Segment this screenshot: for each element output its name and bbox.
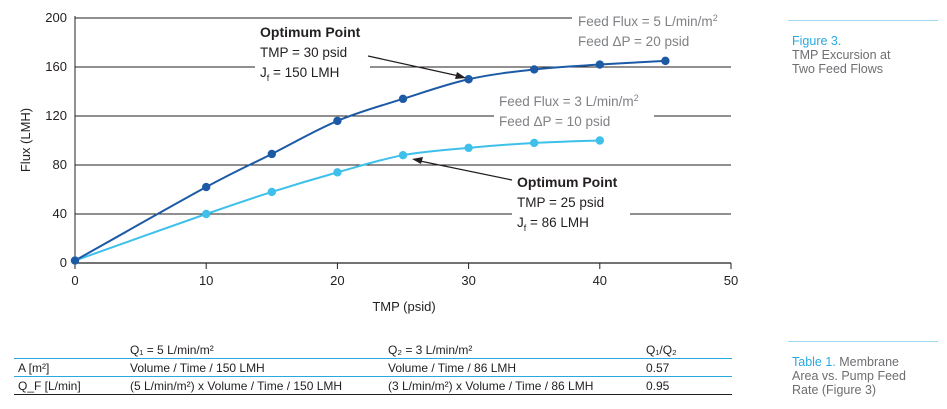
- table-caption: Table 1. Membrane Area vs. Pump Feed Rat…: [792, 355, 906, 397]
- y-tick-label: 0: [60, 255, 67, 270]
- annotation-high-flux-value: = 150 LMH: [269, 65, 339, 80]
- series-1-point: [202, 182, 211, 192]
- series-1-point: [595, 60, 604, 69]
- series-2-point: [464, 143, 473, 153]
- annotation-high-flux: Jf = 150 LMH: [260, 65, 339, 83]
- figure-caption-line1: TMP Excursion at: [792, 48, 891, 62]
- series1-label-line1: Feed Flux = 5 L/min/m2: [578, 13, 718, 29]
- table-row: Q_F [L/min] (5 L/min/m²) x Volume / Time…: [14, 376, 732, 395]
- table-cell: Q_F [L/min]: [14, 376, 126, 395]
- annotation-low-flux: Jf = 86 LMH: [517, 215, 589, 233]
- x-tick-label: 50: [724, 273, 738, 288]
- series2-label-line2: Feed ΔP = 10 psid: [499, 114, 610, 129]
- flux-vs-tmp-chart: 0 40 80 120 160 200 0 10 20 30 40 50 TMP (psid) Flu…: [18, 10, 738, 314]
- y-tick-label: 200: [45, 10, 67, 25]
- series-2-point: [530, 138, 539, 148]
- series1-label-line2: Feed ΔP = 20 psid: [578, 34, 689, 49]
- x-axis-label: TMP (psid): [372, 299, 435, 314]
- annotation-high-arrow: [367, 55, 460, 77]
- series1-label-bg: [572, 10, 732, 52]
- series-2-point: [398, 151, 408, 160]
- table-cell: (3 L/min/m²) x Volume / Time / 86 LMH: [384, 376, 642, 395]
- series-1-point: [398, 94, 408, 104]
- figure-caption-line2: Two Feed Flows: [792, 62, 884, 76]
- table-cell: Volume / Time / 86 LMH: [384, 358, 642, 377]
- table-caption-rule: [788, 341, 938, 342]
- table-cell: A [m²]: [14, 358, 126, 377]
- series-2-point: [202, 209, 211, 219]
- annotation-low-title: Optimum Point: [517, 174, 618, 190]
- series-group: [70, 56, 670, 265]
- x-tick-label: 20: [330, 273, 344, 288]
- y-tick-label: 40: [53, 206, 67, 221]
- annotations: Optimum Point TMP = 30 psid Jf = 150 LMH…: [255, 10, 732, 238]
- table-cell: Volume / Time / 150 LMH: [126, 358, 384, 377]
- annotation-low-tmp: TMP = 25 psid: [517, 195, 604, 210]
- figure-caption: Figure 3. TMP Excursion at Two Feed Flow…: [792, 34, 890, 76]
- series-2-point: [333, 168, 342, 177]
- table-row: A [m²] Volume / Time / 150 LMH Volume / …: [14, 358, 732, 377]
- table-header-row: Q₁ = 5 L/min/m² Q₂ = 3 L/min/m² Q₁/Q₂: [14, 341, 732, 359]
- y-tick-label: 80: [53, 157, 67, 172]
- table-caption-line2: Area vs. Pump Feed: [792, 369, 906, 383]
- series2-label-bg: [494, 90, 654, 132]
- series2-label-text: Feed Flux = 3 L/min/m: [499, 94, 634, 109]
- figure-caption-label: Figure 3.: [792, 34, 842, 48]
- table-caption-label: Table 1.: [792, 355, 836, 369]
- table-caption-line1: Table 1. Membrane: [792, 355, 906, 369]
- x-tick-label: 0: [71, 273, 78, 288]
- series-2-point: [595, 136, 604, 145]
- x-tick-label: 10: [199, 273, 213, 288]
- table-header-cell: Q₂ = 3 L/min/m²: [384, 341, 642, 359]
- tick-labels: 0 40 80 120 160 200 0 10 20 30 40 50: [45, 10, 738, 288]
- x-tick-label: 40: [593, 273, 607, 288]
- annotation-low-arrow: [419, 160, 513, 181]
- annotation-low-arrowhead: [412, 157, 423, 164]
- membrane-area-table: Q₁ = 5 L/min/m² Q₂ = 3 L/min/m² Q₁/Q₂ A …: [14, 341, 732, 395]
- table-cell: 0.95: [642, 376, 732, 395]
- annotation-high-tmp: TMP = 30 psid: [260, 45, 347, 60]
- annotation-low-bg: [512, 172, 630, 238]
- y-axis-label: Flux (LMH): [18, 108, 33, 172]
- annotation-low-flux-symbol: J: [517, 215, 524, 230]
- table-cell: 0.57: [642, 358, 732, 377]
- x-tick-label: 30: [461, 273, 475, 288]
- annotation-high-arrowhead: [455, 72, 466, 79]
- series2-label-sup: 2: [634, 93, 639, 103]
- annotation-low-flux-sub: f: [524, 223, 527, 233]
- table-cell: (5 L/min/m²) x Volume / Time / 150 LMH: [126, 376, 384, 395]
- series1-label-text: Feed Flux = 5 L/min/m: [578, 14, 713, 29]
- annotation-low-flux-value: = 86 LMH: [526, 215, 589, 230]
- table-caption-text1: Membrane: [835, 355, 900, 369]
- table-header-cell: Q₁/Q₂: [642, 341, 732, 359]
- series-1-point: [530, 65, 539, 74]
- series-1-point: [464, 75, 473, 84]
- series-1-point: [333, 116, 342, 126]
- series-2-point: [267, 187, 276, 197]
- table-caption-line3: Rate (Figure 3): [792, 383, 877, 397]
- series-1-point: [267, 149, 276, 159]
- axes: [74, 16, 732, 269]
- series-1-point: [661, 56, 670, 66]
- annotation-high-flux-symbol: J: [260, 65, 267, 80]
- series2-label-line1: Feed Flux = 3 L/min/m2: [499, 93, 639, 109]
- table-header-cell: Q₁ = 5 L/min/m²: [126, 341, 384, 359]
- table-header-cell: [14, 341, 126, 359]
- figure-caption-rule: [788, 20, 938, 21]
- annotation-high-title: Optimum Point: [260, 24, 361, 40]
- annotation-high-bg: [255, 22, 370, 88]
- y-tick-label: 160: [45, 59, 67, 74]
- y-tick-label: 120: [45, 108, 67, 123]
- series-1-point: [70, 256, 80, 265]
- series1-label-sup: 2: [713, 13, 718, 23]
- annotation-high-flux-sub: f: [267, 73, 270, 83]
